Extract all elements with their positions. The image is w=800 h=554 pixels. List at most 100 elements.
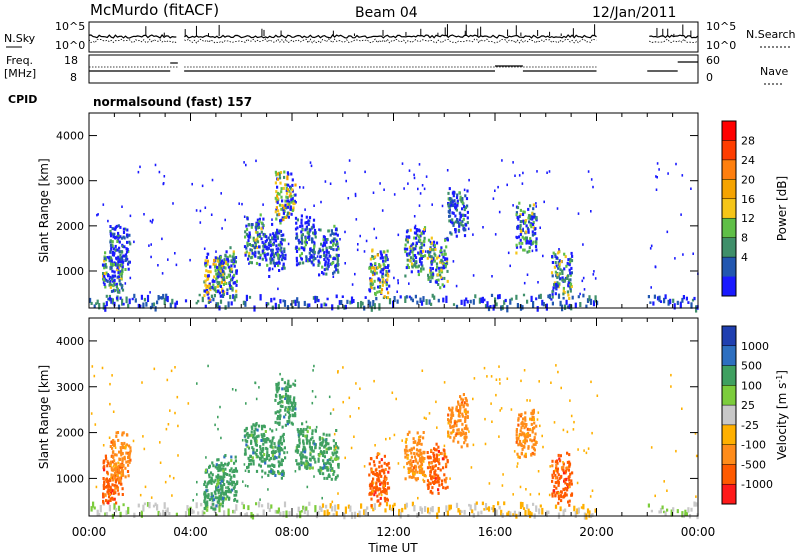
scatter-cell — [254, 381, 256, 384]
echo-cell-13 — [520, 426, 523, 430]
echo-cell-2 — [203, 289, 207, 293]
scatter-cell — [555, 364, 557, 367]
echo-cell-3 — [235, 493, 238, 497]
echo-cell-8 — [332, 241, 335, 245]
echo-cell-8 — [322, 472, 325, 476]
echo-cell-12 — [464, 432, 467, 436]
scatter-cell — [455, 284, 458, 288]
colorbar-cell-0 — [722, 326, 736, 347]
echo-cell-3 — [216, 285, 219, 288]
echo-cell-8 — [334, 477, 337, 481]
echo-cell-2 — [214, 263, 217, 267]
echo-cell-8 — [328, 254, 331, 258]
echo-cell-6 — [279, 404, 282, 408]
scatter-cell — [286, 451, 289, 454]
echo-cell-12 — [462, 213, 465, 217]
ground-cell — [427, 507, 430, 514]
scatter-cell — [484, 417, 486, 421]
scatter-cell — [299, 186, 301, 189]
scatter-cell — [590, 178, 593, 181]
echo-cell-3 — [223, 258, 226, 262]
echo-cell-0 — [110, 283, 113, 287]
scatter-cell — [175, 263, 178, 267]
echo-cell-0 — [111, 496, 114, 500]
scatter-cell — [238, 202, 240, 205]
echo-cell-8 — [333, 237, 336, 241]
echo-cell-9 — [369, 277, 372, 281]
echo-cell-10 — [419, 464, 422, 468]
echo-cell-5 — [271, 429, 274, 433]
echo-cell-0 — [114, 476, 117, 480]
echo-cell-5 — [266, 454, 269, 458]
ground-cell — [483, 298, 486, 302]
ground-cell — [218, 505, 221, 513]
scatter-cell — [690, 187, 692, 190]
echo-cell-3 — [217, 481, 220, 485]
echo-cell-0 — [116, 290, 120, 294]
echo-cell-5 — [267, 236, 270, 240]
ground-cell — [588, 510, 591, 518]
echo-cell-1 — [109, 229, 112, 233]
ground-cell — [326, 297, 329, 301]
echo-cell-7 — [299, 428, 302, 431]
echo-cell-4 — [263, 233, 267, 237]
echo-cell-4 — [261, 455, 264, 459]
ground-cell — [303, 506, 306, 515]
echo-cell-13 — [526, 250, 529, 254]
echo-cell-6 — [287, 382, 290, 386]
echo-cell-3 — [222, 497, 225, 500]
echo-cell-0 — [108, 478, 111, 481]
echo-cell-1 — [117, 478, 120, 482]
echo-cell-5 — [273, 457, 276, 461]
echo-cell-2 — [209, 270, 212, 274]
echo-cell-6 — [275, 388, 278, 392]
scatter-cell — [359, 234, 361, 238]
echo-cell-14 — [551, 479, 554, 483]
echo-cell-6 — [282, 208, 285, 212]
ground-cell — [96, 299, 99, 304]
echo-cell-1 — [111, 243, 114, 247]
ground-cell — [335, 294, 338, 299]
ground-cell — [557, 293, 561, 299]
scatter-cell — [294, 379, 297, 382]
ground-cell — [545, 303, 548, 311]
ground-cell — [375, 297, 378, 301]
echo-cell-5 — [273, 464, 276, 468]
echo-cell-5 — [281, 469, 284, 473]
scatter-cell — [142, 435, 144, 438]
echo-cell-10 — [420, 471, 423, 475]
echo-cell-3 — [227, 481, 230, 485]
ground-cell — [522, 293, 526, 297]
echo-cell-7 — [299, 224, 302, 228]
ground-cell — [658, 510, 661, 514]
echo-cell-11 — [429, 246, 432, 250]
echo-cell-13 — [522, 219, 525, 223]
echo-cell-3 — [224, 492, 228, 496]
scatter-cell — [507, 251, 510, 255]
echo-cell-8 — [330, 246, 333, 250]
echo-cell-4 — [252, 236, 255, 240]
echo-cell-8 — [325, 272, 328, 276]
echo-cell-2 — [213, 279, 216, 283]
ground-cell — [393, 296, 396, 303]
echo-cell-9 — [375, 271, 378, 275]
scatter-cell — [510, 408, 513, 411]
echo-cell-3 — [235, 469, 239, 473]
echo-cell-7 — [308, 238, 311, 241]
echo-cell-1 — [122, 473, 125, 477]
echo-cell-14 — [557, 453, 560, 457]
echo-cell-14 — [567, 284, 570, 288]
echo-cell-12 — [447, 413, 450, 417]
echo-cell-7 — [302, 427, 305, 431]
echo-cell-5 — [277, 256, 280, 260]
scatter-cell — [139, 493, 142, 497]
echo-cell-11 — [430, 236, 433, 240]
echo-cell-6 — [291, 183, 294, 187]
scatter-cell — [150, 255, 152, 259]
ground-cell — [110, 297, 113, 304]
ground-cell — [232, 294, 235, 299]
echo-cell-14 — [569, 286, 572, 290]
echo-cell-0 — [103, 465, 106, 469]
freq-tick-bottom: 8 — [70, 71, 77, 84]
echo-cell-0 — [102, 477, 105, 480]
